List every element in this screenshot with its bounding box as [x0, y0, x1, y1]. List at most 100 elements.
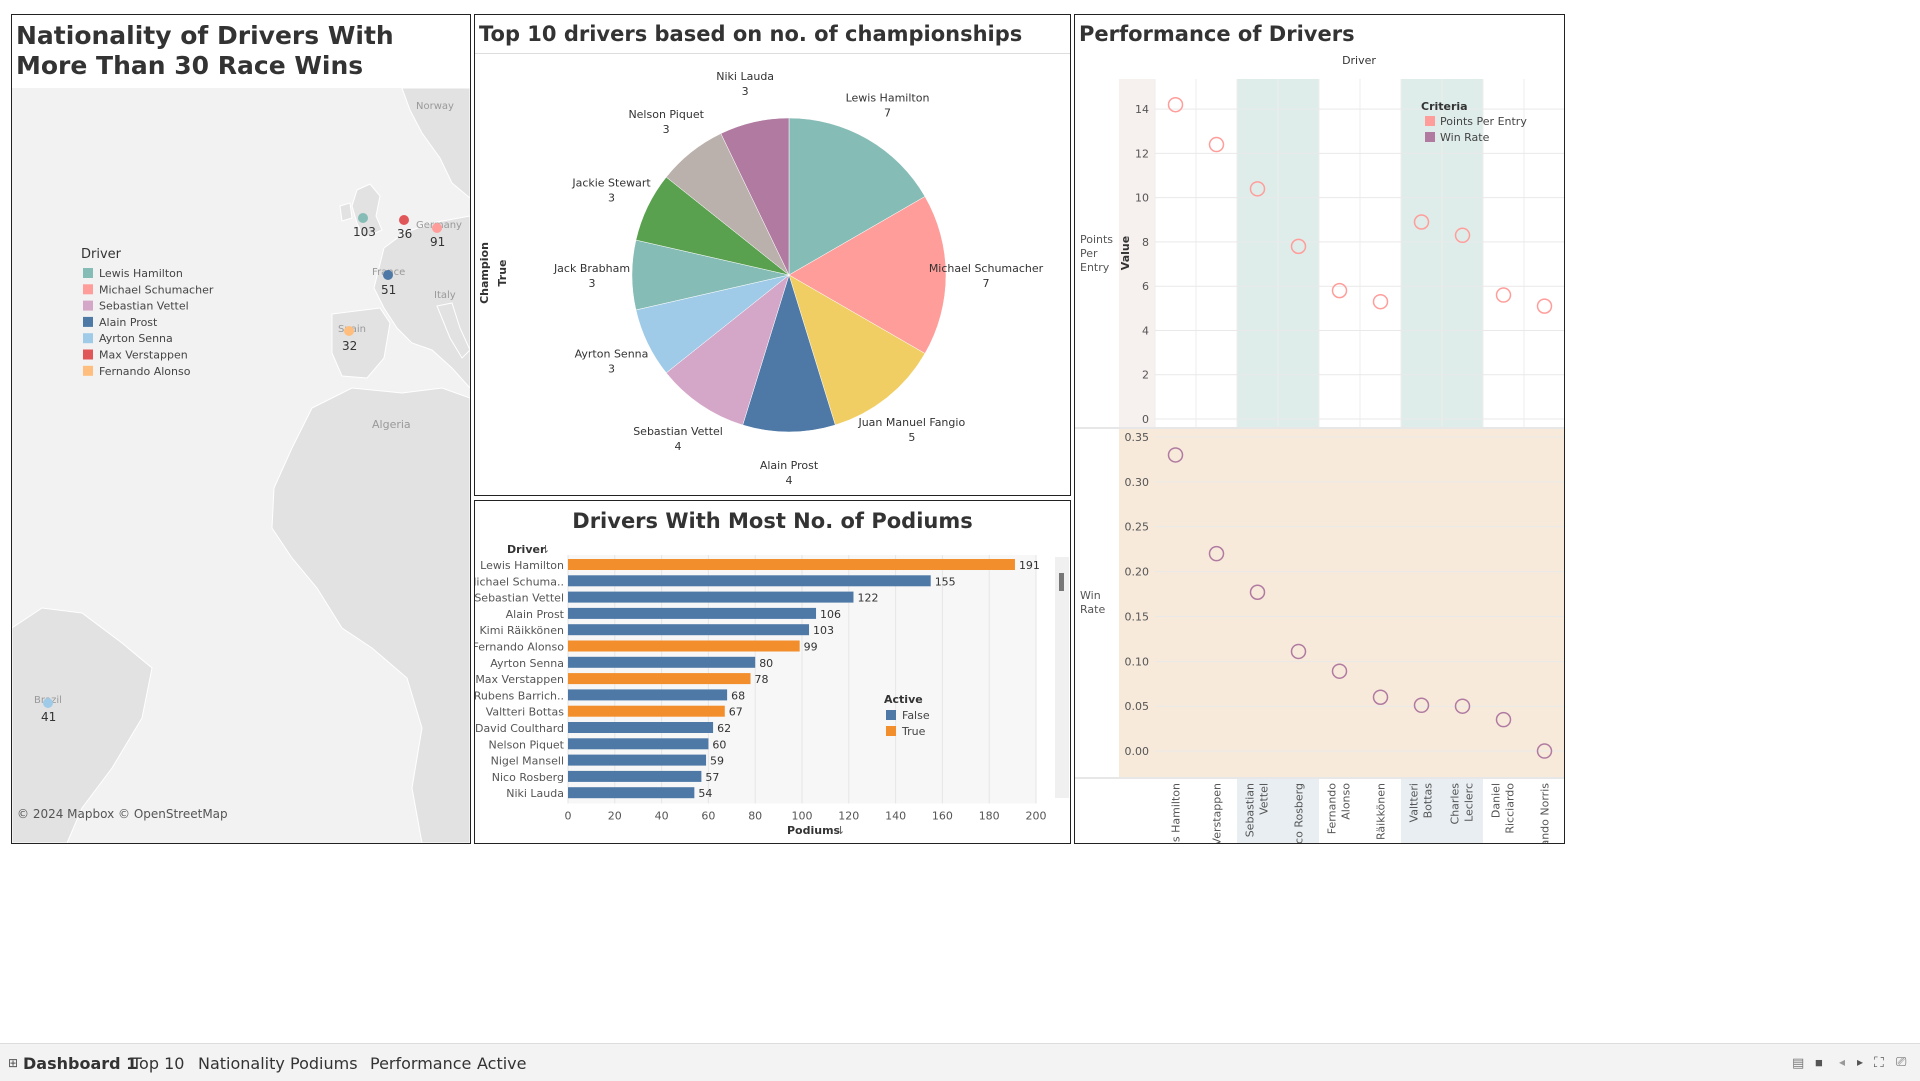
map-point-spain[interactable] [344, 326, 354, 336]
bar-category-label[interactable]: Fernando Alonso [475, 641, 564, 654]
map-legend-label[interactable]: Fernando Alonso [99, 365, 191, 378]
perf-y-tick: 10 [1135, 192, 1149, 205]
bar-mark[interactable] [568, 722, 713, 733]
bar-category-label[interactable]: Michael Schuma.. [475, 575, 564, 588]
bar-category-label[interactable]: Nigel Mansell [491, 755, 564, 768]
tab-top-10[interactable]: Top 10 [132, 1054, 184, 1073]
tab-active[interactable]: Active [477, 1054, 527, 1073]
map-legend-label[interactable]: Max Verstappen [99, 349, 188, 362]
map-legend-label[interactable]: Alain Prost [99, 316, 158, 329]
map-legend-swatch[interactable] [83, 268, 93, 278]
map-legend-swatch[interactable] [83, 333, 93, 343]
bar-value-label: 57 [705, 771, 719, 784]
nationality-map[interactable]: Norway Germany France Italy Spain Algeri… [12, 88, 470, 843]
perf-column-header: Driver [1342, 54, 1376, 67]
bar-category-label[interactable]: Max Verstappen [475, 673, 564, 686]
sort-icon[interactable]: ⇂ [836, 824, 845, 837]
next-icon[interactable]: ▸ [1857, 1055, 1863, 1069]
tab-nationality[interactable]: Nationality [198, 1054, 285, 1073]
perf-legend-label[interactable]: Points Per Entry [1440, 115, 1527, 128]
prev-icon[interactable]: ◂ [1839, 1055, 1845, 1069]
pie-label-value: 3 [742, 85, 749, 98]
pie-row-header: Champion [478, 242, 491, 304]
bar-legend-swatch[interactable] [886, 710, 896, 720]
bar-mark[interactable] [568, 673, 751, 684]
fullscreen-icon[interactable]: ⛶ [1874, 1054, 1884, 1071]
map-legend-label[interactable]: Michael Schumacher [99, 283, 214, 296]
bar-category-label[interactable]: Valtteri Bottas [486, 706, 565, 719]
perf-legend-swatch[interactable] [1425, 132, 1435, 142]
bar-category-label[interactable]: Alain Prost [506, 608, 565, 621]
grid-view-icon[interactable]: ▤ [1792, 1055, 1804, 1071]
bar-category-label[interactable]: Lewis Hamilton [480, 559, 564, 572]
perf-point[interactable] [1210, 138, 1224, 152]
map-point-france[interactable] [383, 270, 393, 280]
bar-category-label[interactable]: David Coulthard [475, 722, 564, 735]
bar-mark[interactable] [568, 624, 809, 635]
bar-mark[interactable] [568, 559, 1015, 570]
present-icon[interactable]: ⎚ [1896, 1054, 1906, 1070]
perf-y-tick: 0.10 [1125, 655, 1150, 668]
map-legend-label[interactable]: Ayrton Senna [99, 332, 173, 345]
perf-legend-label[interactable]: Win Rate [1440, 131, 1490, 144]
perf-x-label: Daniel [1490, 783, 1503, 818]
championships-pie-chart[interactable]: Champion True Lewis Hamilton 7 Michael Sch… [475, 55, 1070, 495]
pie-label-name: Jackie Stewart [571, 177, 651, 190]
bar-mark[interactable] [568, 738, 708, 749]
perf-point[interactable] [1538, 299, 1552, 313]
bar-mark[interactable] [568, 755, 706, 766]
map-legend-swatch[interactable] [83, 284, 93, 294]
bar-mark[interactable] [568, 575, 931, 586]
bar-category-label[interactable]: Nelson Piquet [489, 738, 565, 751]
sort-icon[interactable]: ⇂ [541, 543, 550, 556]
pie-label-name: Juan Manuel Fangio [857, 416, 965, 429]
perf-legend-swatch[interactable] [1425, 116, 1435, 126]
bar-category-label[interactable]: Niki Lauda [506, 787, 564, 800]
bar-category-label[interactable]: Ayrton Senna [490, 657, 564, 670]
bar-scroll-thumb[interactable] [1059, 573, 1064, 591]
tab-podiums[interactable]: Podiums [290, 1054, 358, 1073]
map-point-netherlands[interactable] [399, 215, 409, 225]
map-point-label: 36 [397, 227, 412, 241]
map-point-uk[interactable] [358, 213, 368, 223]
perf-y-tick: 0.15 [1125, 610, 1150, 623]
pie-label-name: Ayrton Senna [575, 347, 649, 360]
performance-scatter-chart[interactable]: Driver 0 2 4 6 8 10 12 14 0.00 0.05 0.10 0.15 0.20 0.… [1075, 53, 1564, 843]
bar-mark[interactable] [568, 787, 694, 798]
perf-point[interactable] [1374, 295, 1388, 309]
bar-value-label: 67 [729, 706, 743, 719]
bar-scrollbar[interactable] [1055, 557, 1069, 798]
bar-legend-label[interactable]: True [901, 725, 926, 738]
bar-mark[interactable] [568, 608, 816, 619]
podiums-bar-chart[interactable]: Driver ⇂ Lewis Hamilton 191Michael Schuma… [475, 541, 1070, 841]
map-legend-label[interactable]: Lewis Hamilton [99, 267, 183, 280]
bar-category-label[interactable]: Rubens Barrich.. [475, 689, 564, 702]
map-legend-swatch[interactable] [83, 317, 93, 327]
tab-performance[interactable]: Performance [370, 1054, 471, 1073]
map-legend-label[interactable]: Sebastian Vettel [99, 300, 189, 313]
map-legend-swatch[interactable] [83, 301, 93, 311]
map-legend-swatch[interactable] [83, 350, 93, 360]
bar-mark[interactable] [568, 592, 853, 603]
map-point-germany[interactable] [432, 223, 442, 233]
pie-label-name: Sebastian Vettel [633, 425, 723, 438]
map-point-brazil[interactable] [43, 698, 53, 708]
bar-value-label: 60 [712, 738, 726, 751]
map-legend-swatch[interactable] [83, 366, 93, 376]
bar-category-label[interactable]: Nico Rosberg [492, 771, 564, 784]
stop-icon[interactable]: ■ [1815, 1055, 1823, 1070]
perf-x-label: Ricciardo [1504, 783, 1517, 834]
bar-panel: Drivers With Most No. of Podiums Driver … [474, 500, 1071, 844]
bar-mark[interactable] [568, 706, 725, 717]
bar-legend-swatch[interactable] [886, 726, 896, 736]
perf-value-axis-title: Value [1119, 236, 1132, 270]
bar-category-label[interactable]: Kimi Räikkönen [479, 624, 564, 637]
bar-mark[interactable] [568, 771, 701, 782]
bar-legend-label[interactable]: False [902, 709, 930, 722]
bar-mark[interactable] [568, 689, 727, 700]
perf-point[interactable] [1497, 288, 1511, 302]
bar-mark[interactable] [568, 657, 755, 668]
bar-category-label[interactable]: Sebastian Vettel [475, 592, 564, 605]
tab-dashboard-1[interactable]: Dashboard 1 [23, 1054, 137, 1073]
bar-mark[interactable] [568, 641, 800, 652]
